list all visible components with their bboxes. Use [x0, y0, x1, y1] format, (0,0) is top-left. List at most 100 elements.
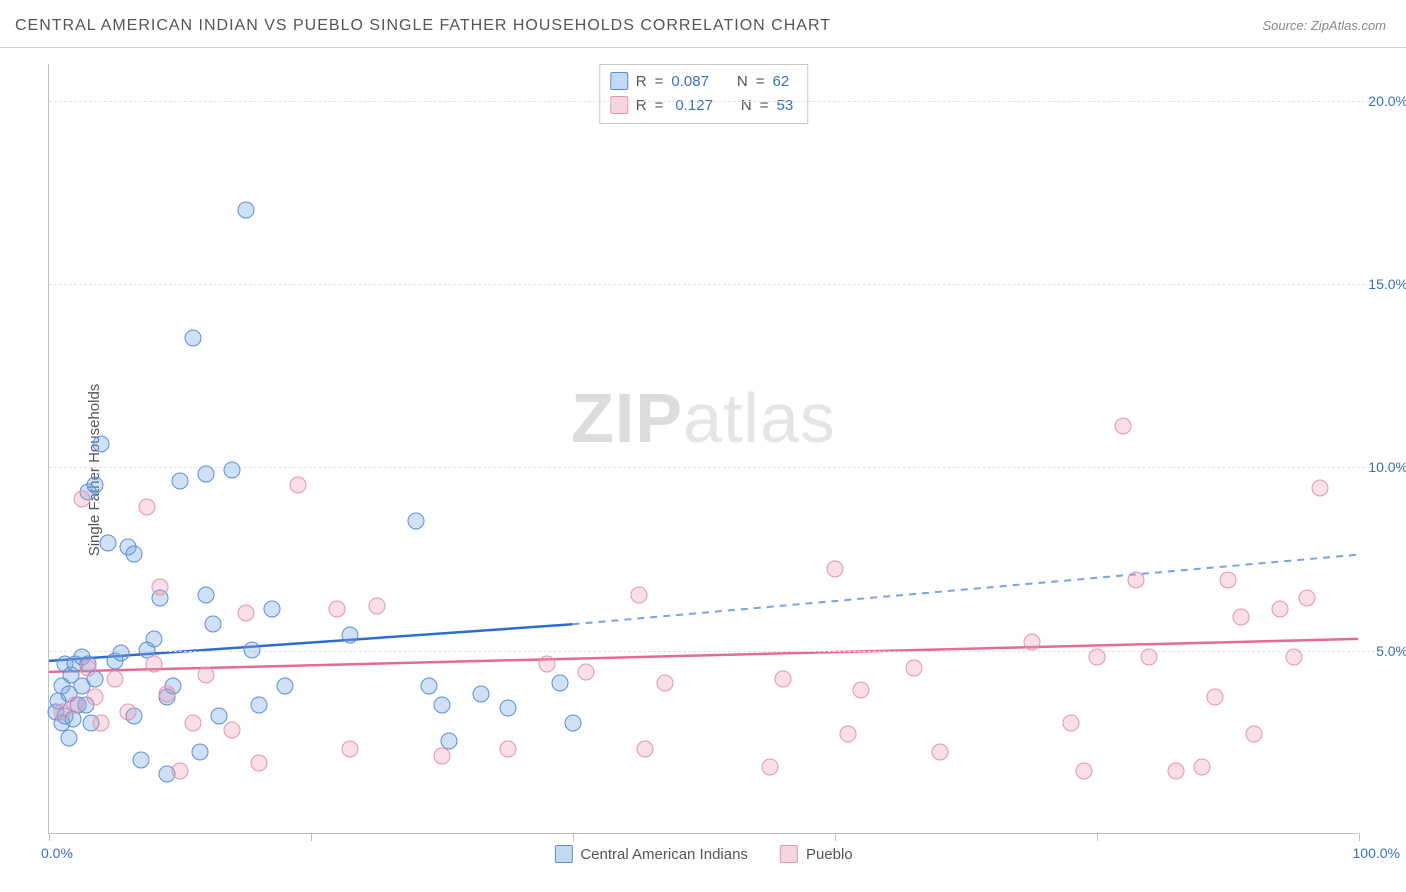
y-tick-label: 15.0%	[1368, 276, 1406, 292]
data-point	[145, 656, 162, 673]
data-point	[1128, 572, 1145, 589]
data-point	[342, 740, 359, 757]
y-tick-label: 5.0%	[1376, 643, 1406, 659]
data-point	[73, 491, 90, 508]
data-point	[774, 671, 791, 688]
data-point	[637, 740, 654, 757]
data-point	[551, 674, 568, 691]
x-tick	[1359, 833, 1360, 841]
plot-area: ZIPatlas R = 0.087 N = 62 R = 0.127 N =	[48, 64, 1358, 834]
data-point	[342, 627, 359, 644]
data-point	[1311, 480, 1328, 497]
corr-eq: =	[655, 97, 664, 114]
legend-item: Central American Indians	[554, 845, 748, 863]
data-point	[1115, 418, 1132, 435]
data-point	[499, 740, 516, 757]
data-point	[152, 579, 169, 596]
swatch-series1-icon	[610, 72, 628, 90]
data-point	[761, 759, 778, 776]
data-point	[158, 685, 175, 702]
corr-r-label: R	[636, 73, 647, 90]
corr-n-label: N	[741, 97, 752, 114]
correlation-box: R = 0.087 N = 62 R = 0.127 N = 53	[599, 64, 808, 124]
data-point	[198, 667, 215, 684]
data-point	[1193, 759, 1210, 776]
data-point	[630, 586, 647, 603]
data-point	[656, 674, 673, 691]
x-tick	[835, 833, 836, 841]
data-point	[106, 671, 123, 688]
chart-header: CENTRAL AMERICAN INDIAN VS PUEBLO SINGLE…	[0, 0, 1406, 48]
data-point	[434, 748, 451, 765]
chart-source: Source: ZipAtlas.com	[1262, 18, 1386, 33]
legend: Central American Indians Pueblo	[554, 845, 852, 863]
data-point	[473, 685, 490, 702]
data-point	[368, 597, 385, 614]
data-point	[244, 641, 261, 658]
data-point	[113, 645, 130, 662]
data-point	[119, 704, 136, 721]
data-point	[276, 678, 293, 695]
y-tick-label: 20.0%	[1368, 93, 1406, 109]
data-point	[905, 660, 922, 677]
swatch-series1-icon	[554, 845, 572, 863]
x-axis-min-label: 0.0%	[41, 845, 73, 861]
chart-area: Single Father Households ZIPatlas R = 0.…	[0, 48, 1406, 892]
legend-label: Pueblo	[806, 846, 853, 863]
data-point	[329, 601, 346, 618]
data-point	[250, 755, 267, 772]
watermark: ZIPatlas	[571, 378, 836, 458]
data-point	[499, 700, 516, 717]
data-point	[60, 729, 77, 746]
trend-lines	[49, 64, 1358, 833]
data-point	[132, 751, 149, 768]
watermark-zip: ZIP	[571, 379, 683, 457]
data-point	[1285, 649, 1302, 666]
data-point	[198, 586, 215, 603]
corr-r-label: R	[636, 97, 647, 114]
data-point	[538, 656, 555, 673]
data-point	[250, 696, 267, 713]
data-point	[407, 513, 424, 530]
data-point	[237, 605, 254, 622]
legend-item: Pueblo	[780, 845, 853, 863]
watermark-atlas: atlas	[683, 379, 836, 457]
gridline	[49, 101, 1400, 102]
corr-n-label: N	[737, 73, 748, 90]
swatch-series2-icon	[610, 96, 628, 114]
corr-eq: =	[756, 73, 765, 90]
data-point	[126, 546, 143, 563]
data-point	[1075, 762, 1092, 779]
data-point	[211, 707, 228, 724]
data-point	[931, 744, 948, 761]
data-point	[434, 696, 451, 713]
data-point	[853, 682, 870, 699]
x-tick	[1097, 833, 1098, 841]
x-tick	[573, 833, 574, 841]
corr-eq: =	[655, 73, 664, 90]
legend-label: Central American Indians	[580, 846, 748, 863]
x-axis-max-label: 100.0%	[1353, 845, 1400, 861]
data-point	[1167, 762, 1184, 779]
correlation-row: R = 0.087 N = 62	[610, 69, 793, 93]
corr-n-value: 62	[773, 73, 790, 90]
data-point	[224, 462, 241, 479]
data-point	[1298, 590, 1315, 607]
data-point	[93, 436, 110, 453]
data-point	[67, 696, 84, 713]
y-tick-label: 10.0%	[1368, 459, 1406, 475]
data-point	[185, 715, 202, 732]
chart-title: CENTRAL AMERICAN INDIAN VS PUEBLO SINGLE…	[15, 17, 831, 35]
data-point	[578, 663, 595, 680]
data-point	[139, 498, 156, 515]
data-point	[80, 660, 97, 677]
data-point	[172, 473, 189, 490]
swatch-series2-icon	[780, 845, 798, 863]
data-point	[827, 561, 844, 578]
data-point	[224, 722, 241, 739]
data-point	[185, 330, 202, 347]
data-point	[86, 689, 103, 706]
data-point	[263, 601, 280, 618]
data-point	[86, 476, 103, 493]
corr-n-value: 53	[777, 97, 794, 114]
